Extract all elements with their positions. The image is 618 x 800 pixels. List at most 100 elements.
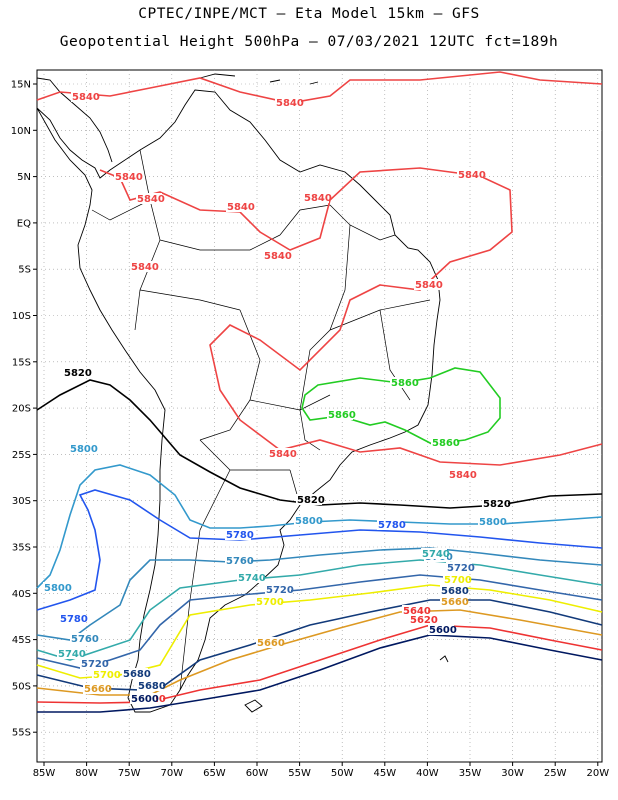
falkland-islands [244, 699, 263, 713]
contour-label-5800: 5800 [479, 517, 507, 528]
map-title-line2: Geopotential Height 500hPa – 07/03/2021 … [59, 34, 559, 50]
lon-label: 55W [288, 768, 311, 779]
contour-label-bg [377, 519, 403, 530]
contour-label-bg [390, 377, 416, 388]
contour-label-5760: 5760 [226, 556, 254, 567]
contour-label-bg [303, 192, 329, 203]
lon-label: 60W [246, 768, 269, 779]
contour-label-5780: 5780 [60, 614, 88, 625]
lat-label: 20S [12, 404, 31, 415]
contour-label-5860: 5860 [391, 378, 419, 389]
contour-label-bg [294, 515, 320, 526]
contour-label-5840: 5840 [449, 470, 477, 481]
contour-label-5840: 5840 [458, 170, 486, 181]
contour-label-5840: 5840 [115, 172, 143, 183]
contour-label-bg [225, 529, 251, 540]
contour-5680 [36, 599, 603, 691]
contour-label-5700: 5700 [93, 670, 121, 681]
lat-label: 45S [12, 635, 31, 646]
contour-label-5800: 5800 [295, 516, 323, 527]
contour-label-bg [431, 437, 457, 448]
lon-label: 80W [75, 768, 98, 779]
contour-label-bg [114, 171, 140, 182]
lon-label: 45W [373, 768, 396, 779]
contour-5700 [36, 584, 603, 679]
lon-label: 85W [33, 768, 56, 779]
contour-5860 [301, 367, 501, 445]
contour-label-5720: 5720 [447, 563, 475, 574]
contour-label-5740: 5740 [58, 649, 86, 660]
lon-label: 50W [331, 768, 354, 779]
latitude-labels: 15N 10N 5N EQ 5S 10S 15S 20S 25S 30S 35S 40S 45S 50S 5… [11, 80, 37, 739]
lat-label: 15N [11, 80, 31, 91]
contour-label-5840: 5840 [276, 98, 304, 109]
contour-label-5820: 5820 [297, 495, 325, 506]
contour-5720 [36, 574, 603, 669]
lon-label: 35W [459, 768, 482, 779]
contour-label-5860: 5860 [328, 410, 356, 421]
lon-label: 20W [586, 768, 609, 779]
lat-label: 10S [12, 311, 31, 322]
contour-label-5840: 5840 [137, 194, 165, 205]
lon-label: 40W [416, 768, 439, 779]
contour-label-5820: 5820 [483, 499, 511, 510]
contour-label-5660: 5660 [441, 597, 469, 608]
contour-label-bg [440, 585, 466, 596]
contour-label-bg [440, 596, 466, 607]
contour-label-bg [256, 637, 282, 648]
lat-label: 5S [18, 265, 31, 276]
lat-label: 35S [12, 543, 31, 554]
contour-label-bg [446, 562, 472, 573]
lat-label: 50S [12, 681, 31, 692]
contour-label-5600: 5600 [429, 625, 457, 636]
contour-label-bg [122, 668, 148, 679]
longitude-labels: 85W 80W 75W 70W 65W 60W 55W 50W 45W 40W 35W 30W 25W 2… [33, 762, 609, 779]
contour-label-5800: 5800 [44, 583, 72, 594]
contour-label-bg [414, 279, 440, 290]
lat-label: 30S [12, 496, 31, 507]
contour-label-5840: 5840 [227, 202, 255, 213]
contour-label-bg [275, 97, 301, 108]
contour-label-bg [43, 582, 69, 593]
lat-label: EQ [17, 218, 31, 229]
lat-label: 10N [11, 126, 31, 137]
contour-label-5700: 5700 [256, 597, 284, 608]
contour-label-5660: 5660 [84, 684, 112, 695]
contour-label-bg [59, 613, 85, 624]
contour-label-bg [71, 91, 97, 102]
contour-label-bg [80, 658, 106, 669]
contour-label-bg [57, 648, 83, 659]
contour-label-bg [421, 548, 447, 559]
lat-label: 55S [12, 728, 31, 739]
contour-label-5680: 5680 [441, 586, 469, 597]
contour-label-bg [478, 516, 504, 527]
contour-label-bg [263, 250, 289, 261]
contour-label-bg [268, 448, 294, 459]
contour-label-5720: 5720 [266, 585, 294, 596]
contour-label-5840: 5840 [269, 449, 297, 460]
contour-5820 [36, 379, 603, 509]
contour-label-bg [402, 605, 428, 616]
map-frame [36, 69, 603, 763]
contour-label-5820: 5820 [64, 368, 92, 379]
contour-label-5680: 5680 [138, 681, 166, 692]
contour-label-5840: 5840 [131, 262, 159, 273]
contour-label-5800: 5800 [70, 444, 98, 455]
contour-label-5840: 5840 [304, 193, 332, 204]
contour-label-5860: 5860 [432, 438, 460, 449]
contour-label-bg [83, 683, 109, 694]
contour-label-bg [482, 498, 508, 509]
contour-label-5780: 5780 [226, 530, 254, 541]
contour-label-5740: 5740 [422, 549, 450, 560]
contour-labels: 5840 5840 5840 5840 5840 5840 5840 5840 5840 5840… [43, 91, 511, 705]
contour-label-bg [70, 633, 96, 644]
atlantic-island [439, 655, 449, 663]
contour-label-bg [63, 367, 89, 378]
lon-label: 75W [118, 768, 141, 779]
contour-5780 [36, 489, 603, 611]
caribbean-islands [199, 73, 319, 85]
contour-label-bg [92, 669, 118, 680]
contour-label-5700: 5700 [444, 575, 472, 586]
contour-label-bg [137, 680, 163, 691]
contour-label-5680: 5680 [123, 669, 151, 680]
